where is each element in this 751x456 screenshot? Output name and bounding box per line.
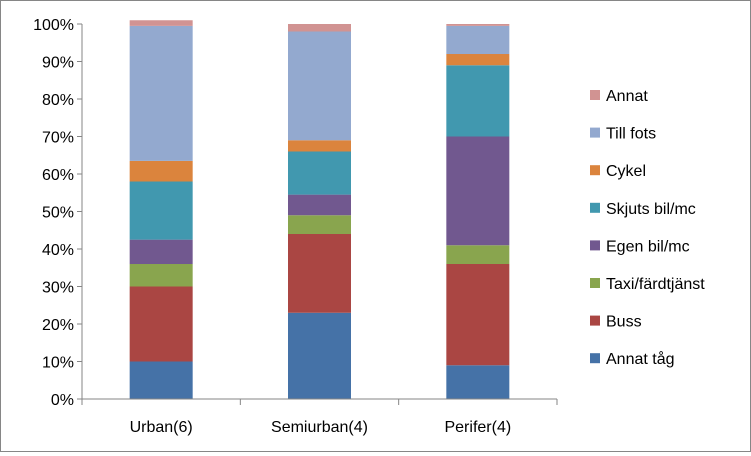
y-tick-label: 0%: [51, 392, 74, 409]
bar-segment: [129, 160, 193, 182]
bar-segment: [129, 25, 193, 161]
plot-area: [129, 20, 510, 399]
x-tick-label: Perifer(4): [444, 419, 511, 436]
bar-segment: [446, 65, 510, 137]
axes: 0% 10% 20% 30% 40% 50% 60% 70% 80% 90% 100% Urban(6…: [33, 17, 558, 436]
bar-segment: [288, 31, 351, 141]
bar-segment: [446, 136, 510, 246]
bar-segment: [446, 365, 510, 399]
bar-segment: [288, 24, 351, 32]
legend-label: Taxi/färdtjänst: [606, 276, 705, 293]
y-tick-label: 70%: [42, 130, 74, 147]
legend-swatch: [590, 90, 600, 100]
y-tick-label: 90%: [42, 55, 74, 72]
legend-swatch: [590, 278, 600, 288]
legend-label: Skjuts bil/mc: [606, 201, 696, 218]
y-tick-label: 60%: [42, 167, 74, 184]
y-tick-label: 20%: [42, 317, 74, 334]
bar-segment: [129, 264, 193, 287]
bar-segment: [446, 245, 510, 264]
legend-swatch: [590, 353, 600, 364]
y-tick-label: 30%: [42, 280, 74, 297]
x-tick-label: Semiurban(4): [271, 419, 368, 436]
legend-label: Annat tåg: [606, 350, 675, 368]
bar-segment: [288, 215, 351, 234]
x-tick-label: Urban(6): [130, 419, 193, 436]
bar-segment: [288, 194, 351, 216]
bar-segment: [446, 24, 510, 26]
bar-segment: [446, 25, 510, 55]
legend-label: Annat: [606, 88, 648, 105]
y-tick-label: 50%: [42, 205, 74, 222]
bar-segment: [129, 286, 193, 362]
bar-segment: [129, 181, 193, 240]
bar-segment: [288, 140, 351, 152]
legend-swatch: [590, 315, 600, 326]
bar-segment: [288, 151, 351, 195]
bar-segment: [446, 54, 510, 66]
y-tick-label: 100%: [33, 17, 74, 34]
legend: Annat Till fots Cykel Skjuts bil/mc Egen bil…: [590, 88, 705, 368]
bar-segment: [129, 239, 193, 265]
legend-swatch: [590, 165, 600, 176]
legend-label: Cykel: [606, 163, 646, 180]
legend-swatch: [590, 127, 600, 138]
y-tick-label: 40%: [42, 242, 74, 259]
bar-segment: [288, 234, 351, 313]
legend-swatch: [590, 202, 600, 213]
bar-segment: [129, 361, 193, 399]
y-tick-label: 10%: [42, 355, 74, 372]
bar-segment: [129, 20, 193, 26]
y-tick-label: 80%: [42, 92, 74, 109]
bar-segment: [288, 312, 351, 399]
bar-segment: [446, 264, 510, 366]
legend-label: Egen bil/mc: [606, 238, 690, 255]
legend-swatch: [590, 240, 600, 251]
legend-label: Till fots: [606, 126, 656, 143]
legend-label: Buss: [606, 314, 642, 331]
